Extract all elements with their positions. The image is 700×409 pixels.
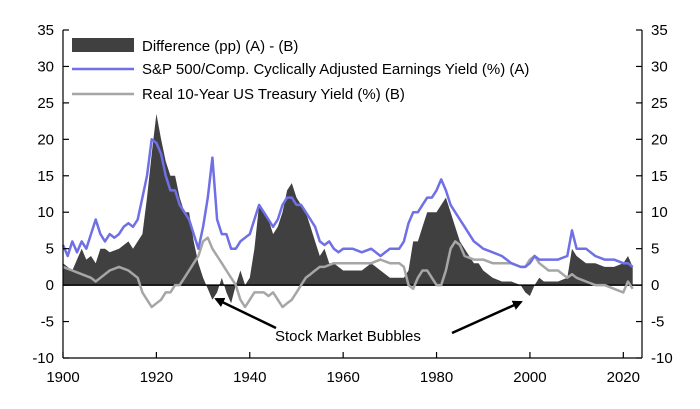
left-y-tick-label: 35 <box>37 22 54 39</box>
right-y-tick-label: 30 <box>651 58 668 75</box>
left-y-tick-label: 5 <box>46 241 54 258</box>
x-tick-label: 1960 <box>326 369 359 386</box>
right-y-tick-label: -5 <box>651 314 664 331</box>
stock-market-bubbles-annotation: Stock Market Bubbles <box>214 297 523 345</box>
right-y-tick-label: 35 <box>651 22 668 39</box>
left-y-tick-label: -10 <box>32 350 54 367</box>
earnings-yield-series <box>61 138 634 269</box>
left-y-tick-label: 25 <box>37 95 54 112</box>
legend-swatch-difference <box>72 38 134 52</box>
left-y-tick-label: 10 <box>37 204 54 221</box>
right-y-tick-label: 0 <box>651 277 659 294</box>
left-y-tick-label: 20 <box>37 131 54 148</box>
difference-area-series <box>63 113 633 304</box>
right-y-tick-label: 25 <box>651 95 668 112</box>
left-y-tick-label: -5 <box>41 314 54 331</box>
legend-label-treasury-yield: Real 10-Year US Treasury Yield (%) (B) <box>142 86 405 103</box>
right-y-tick-label: 5 <box>651 241 659 258</box>
legend-label-difference: Difference (pp) (A) - (B) <box>142 38 298 55</box>
right-y-tick-label: -10 <box>651 350 673 367</box>
left-y-tick-label: 30 <box>37 58 54 75</box>
x-tick-label: 2000 <box>513 369 546 386</box>
legend: Difference (pp) (A) - (B) S&P 500/Comp. … <box>72 38 529 103</box>
x-axis-ticks: 1900 1920 1940 1960 1980 2000 2020 <box>46 352 640 386</box>
difference-area <box>63 113 633 304</box>
left-y-axis-ticks: -10 -5 0 5 10 15 20 25 30 35 <box>32 22 69 367</box>
bubble-arrow-1930s <box>214 297 277 330</box>
x-tick-label: 1900 <box>46 369 79 386</box>
right-y-tick-label: 10 <box>651 204 668 221</box>
left-y-tick-label: 15 <box>37 168 54 185</box>
annotation-label: Stock Market Bubbles <box>275 328 421 345</box>
x-tick-label: 1980 <box>420 369 453 386</box>
right-y-tick-label: 15 <box>651 168 668 185</box>
x-tick-label: 1920 <box>140 369 173 386</box>
bubble-arrow-2000 <box>451 300 523 335</box>
x-tick-label: 1940 <box>233 369 266 386</box>
right-y-axis-ticks: -10 -5 0 5 10 15 20 25 30 35 <box>636 22 673 367</box>
right-y-tick-label: 20 <box>651 131 668 148</box>
legend-label-earnings-yield: S&P 500/Comp. Cyclically Adjusted Earnin… <box>142 61 529 78</box>
axes <box>62 30 643 359</box>
x-tick-label: 2020 <box>607 369 640 386</box>
left-y-tick-label: 0 <box>46 277 54 294</box>
earnings-yield-line <box>61 138 634 269</box>
